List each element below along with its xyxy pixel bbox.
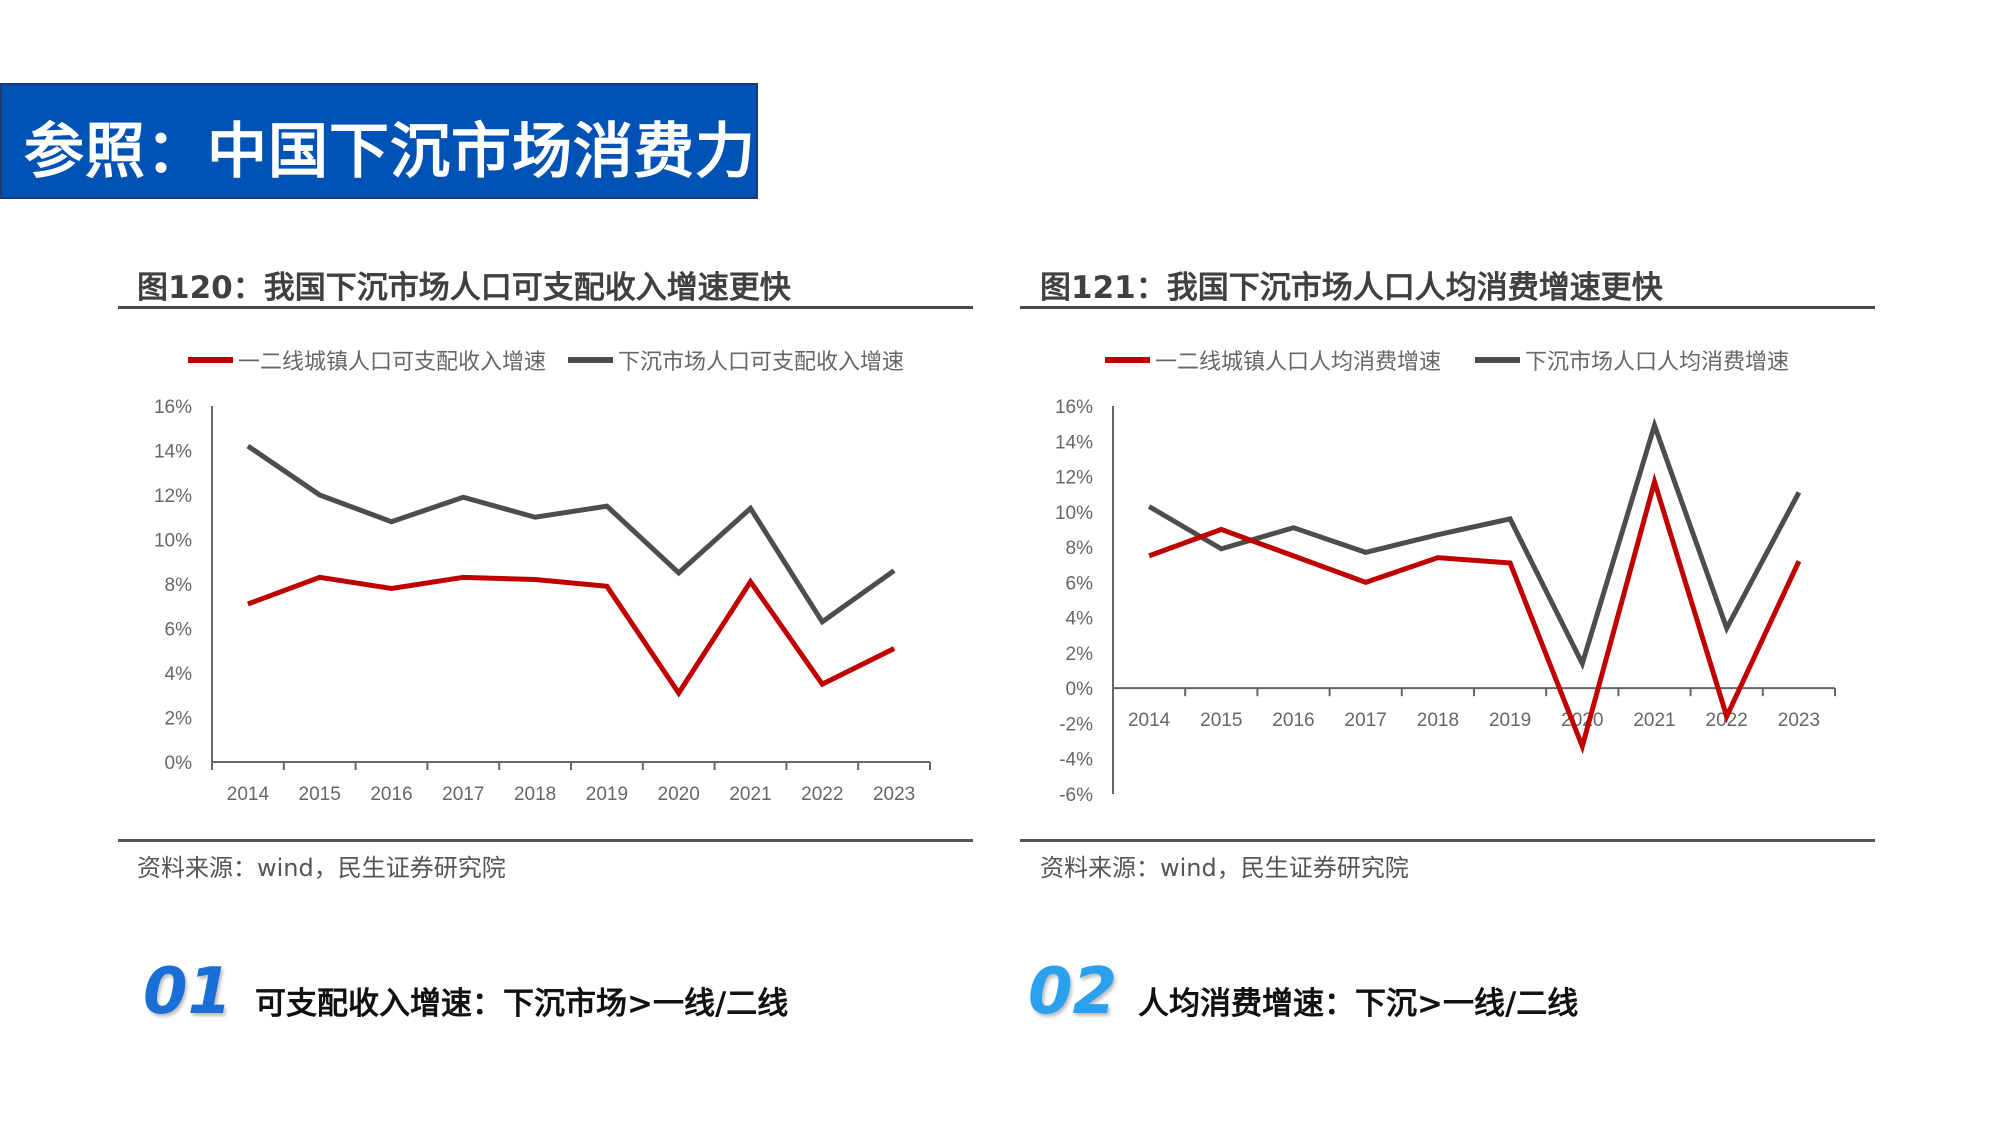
y-tick-label: -6% (1059, 785, 1093, 806)
x-tick-label: 2018 (1417, 710, 1459, 731)
page-title: 参照：中国下沉市场消费力 (24, 117, 756, 187)
y-tick-label: 10% (154, 531, 192, 552)
legend-label-2: 下沉市场人口人均消费增速 (1525, 350, 1789, 375)
y-tick-label: 2% (165, 709, 193, 730)
source-rule-left (118, 839, 973, 842)
y-tick-label: 6% (1066, 573, 1094, 594)
y-tick-label: 12% (154, 486, 192, 507)
chart-left: 一二线城镇人口可支配收入增速 下沉市场人口可支配收入增速 0% 2% 4% 6% 8% 10%… (154, 350, 931, 805)
legend-label-1: 一二线城镇人口人均消费增速 (1155, 350, 1441, 375)
chart-title-right: 图121：我国下沉市场人口人均消费增速更快 (1040, 270, 1663, 306)
y-tick-label: 4% (165, 664, 193, 685)
point-text-2: 人均消费增速：下沉>一线/二线 (1138, 986, 1579, 1022)
y-tick-label: -2% (1059, 714, 1093, 735)
y-tick-label: 4% (1066, 609, 1094, 630)
x-tick-label: 2022 (801, 784, 843, 805)
y-tick-label: 0% (165, 753, 193, 774)
y-tick-label: 8% (165, 575, 193, 596)
point-number-2: 02 (1028, 955, 1118, 1029)
series-line-1 (1148, 472, 1802, 755)
x-tick-label: 2017 (1345, 710, 1387, 731)
y-tick-label: 10% (1055, 503, 1093, 524)
x-tick-label: 2015 (1200, 710, 1242, 731)
x-tick-label: 2018 (514, 784, 556, 805)
y-tick-label: 12% (1055, 468, 1093, 489)
y-tick-label: 14% (1055, 432, 1093, 453)
legend-label-1: 一二线城镇人口可支配收入增速 (238, 350, 546, 375)
point-number-1: 01 (143, 955, 233, 1029)
legend-label-2: 下沉市场人口可支配收入增速 (618, 350, 904, 375)
x-tick-label: 2023 (1778, 710, 1820, 731)
title-banner: 参照：中国下沉市场消费力 (0, 83, 758, 199)
point-text-1: 可支配收入增速：下沉市场>一线/二线 (255, 986, 789, 1022)
title-rule-right (1020, 306, 1875, 309)
x-tick-label: 2016 (1272, 710, 1314, 731)
y-tick-label: -4% (1059, 750, 1093, 771)
series-line-2 (246, 443, 896, 626)
y-tick-label: 16% (1055, 397, 1093, 418)
x-tick-label: 2014 (227, 784, 270, 805)
chart-title-left: 图120：我国下沉市场人口可支配收入增速更快 (137, 270, 791, 306)
series-line-2 (1147, 417, 1802, 671)
source-rule-right (1020, 839, 1875, 842)
x-tick-label: 2019 (586, 784, 628, 805)
x-tick-label: 2014 (1128, 710, 1171, 731)
y-tick-label: 2% (1066, 644, 1094, 665)
x-tick-label: 2020 (658, 784, 700, 805)
y-tick-label: 6% (165, 620, 193, 641)
source-right: 资料来源：wind，民生证券研究院 (1040, 854, 1409, 882)
x-tick-label: 2015 (299, 784, 341, 805)
title-rule-left (118, 306, 973, 309)
series-line-1 (247, 574, 896, 698)
y-tick-label: 16% (154, 397, 192, 418)
y-tick-label: 14% (154, 442, 192, 463)
x-tick-label: 2021 (1633, 710, 1675, 731)
x-tick-label: 2023 (873, 784, 915, 805)
y-tick-label: 8% (1066, 538, 1094, 559)
y-tick-label: 0% (1066, 679, 1094, 700)
x-tick-label: 2021 (729, 784, 771, 805)
source-left: 资料来源：wind，民生证券研究院 (137, 854, 506, 882)
x-tick-label: 2017 (442, 784, 484, 805)
x-tick-label: 2019 (1489, 710, 1531, 731)
chart-right: 一二线城镇人口人均消费增速 下沉市场人口人均消费增速 -6% -4% -2% 0% 2% 4%… (1055, 350, 1836, 806)
x-tick-label: 2016 (370, 784, 412, 805)
